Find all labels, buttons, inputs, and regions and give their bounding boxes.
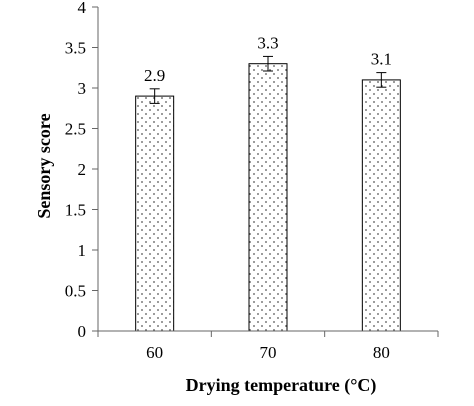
bar <box>135 95 175 332</box>
data-label: 3.1 <box>371 50 392 69</box>
bars-group <box>135 63 401 332</box>
bar <box>361 79 401 332</box>
y-tick-label: 0 <box>78 322 87 341</box>
y-tick-label: 3.5 <box>65 39 86 58</box>
y-tick-label: 1 <box>78 241 87 260</box>
y-tick-label: 0.5 <box>65 282 86 301</box>
bar <box>248 63 288 332</box>
y-tick-label: 1.5 <box>65 201 86 220</box>
y-tick-label: 2 <box>78 160 87 179</box>
y-tick-label: 3 <box>78 79 87 98</box>
x-axis-ticks: 60 70 80 <box>97 331 439 362</box>
y-tick-label: 4 <box>78 0 87 17</box>
y-axis-title: Sensory score <box>34 113 54 218</box>
x-tick-label: 80 <box>373 343 390 362</box>
x-tick-label: 60 <box>146 343 163 362</box>
data-labels-group: 2.9 3.3 3.1 <box>144 33 392 84</box>
y-axis-ticks: 0 0.5 1 1.5 2 2.5 3 3.5 4 <box>65 0 98 341</box>
error-bars-group <box>149 55 387 104</box>
x-axis-title: Drying temperature (°C) <box>186 375 377 396</box>
x-tick-label: 70 <box>260 343 277 362</box>
data-label: 2.9 <box>144 66 165 85</box>
y-tick-label: 2.5 <box>65 120 86 139</box>
data-label: 3.3 <box>257 33 278 52</box>
